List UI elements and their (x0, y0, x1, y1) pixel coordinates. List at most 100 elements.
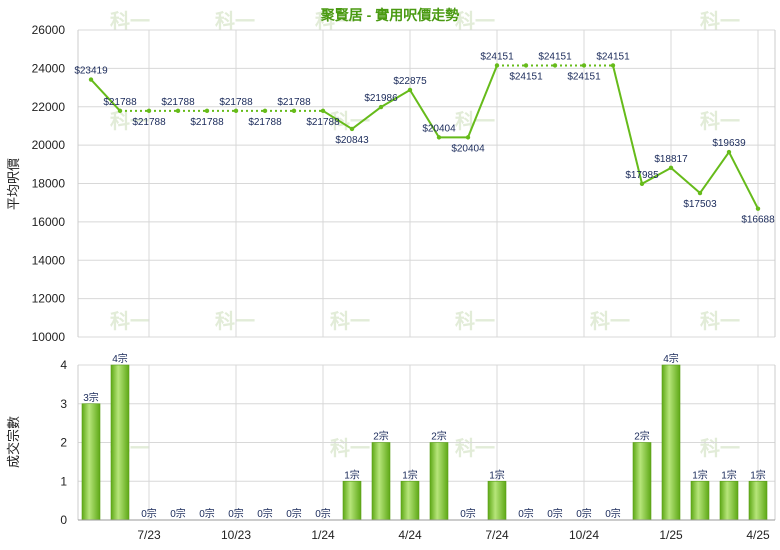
bar-y-axis-title: 成交宗數 (6, 416, 21, 468)
count-data-label: 3宗 (83, 391, 99, 404)
count-data-label: 0宗 (460, 507, 476, 520)
series-data-label: $22875 (393, 76, 427, 87)
series-line-segment (699, 151, 730, 194)
series-data-label: $21788 (190, 117, 224, 128)
count-data-label: 2宗 (634, 430, 650, 443)
line-y-axis-title: 平均呎價 (6, 158, 21, 210)
series-point (726, 149, 732, 155)
count-bar (400, 480, 420, 521)
count-data-label: 0宗 (576, 507, 592, 520)
series-data-label: $21788 (248, 117, 282, 128)
line-y-tick-label: 24000 (32, 61, 66, 75)
count-data-label: 4宗 (663, 352, 679, 365)
count-bar (342, 480, 362, 521)
line-y-tick-label: 20000 (32, 138, 66, 152)
series-point (117, 108, 123, 114)
line-y-tick-label: 26000 (32, 23, 66, 37)
series-point (697, 190, 703, 196)
watermark-text: 科一 (215, 309, 255, 333)
watermark-text: 科一 (700, 9, 740, 33)
count-data-label: 0宗 (315, 507, 331, 520)
watermark-text: 科一 (110, 9, 150, 33)
line-y-tick-label: 16000 (32, 215, 66, 229)
series-point (88, 77, 94, 82)
watermark-text: 科一 (700, 436, 740, 460)
bar-y-tick-label: 4 (60, 358, 67, 372)
count-data-label: 2宗 (431, 430, 447, 443)
series-point (320, 108, 326, 114)
x-tick-label: 4/24 (398, 528, 422, 542)
series-data-label: $24151 (538, 51, 572, 62)
watermark-layer: 科一科一科一科一科一科一科一科一科一科一科一科一科一科一科一科一科一科一科一 (110, 9, 740, 460)
count-bar (487, 480, 507, 521)
watermark-text: 科一 (700, 309, 740, 333)
watermark-text: 科一 (700, 109, 740, 133)
series-data-label: $23419 (74, 66, 108, 77)
watermark-text: 科一 (330, 309, 370, 333)
series-point (204, 108, 210, 114)
bar-y-tick-label: 0 (60, 513, 67, 527)
count-data-label: 0宗 (605, 507, 621, 520)
bar-panel: 0 1 2 3 4 7/23 10/23 1/24 4/24 7/24 10/24 1/25 4/25 3… (60, 352, 776, 542)
series-line-segment (641, 166, 672, 185)
count-bar (371, 442, 391, 521)
series-data-label: $24151 (567, 71, 601, 82)
line-y-tick-label: 12000 (32, 292, 66, 306)
bar-y-tick-label: 3 (60, 397, 67, 411)
count-bar (690, 480, 710, 521)
count-bar (429, 442, 449, 521)
watermark-text: 科一 (215, 9, 255, 33)
series-line-segment (467, 65, 498, 138)
series-data-label: $20404 (451, 143, 485, 154)
series-point (581, 63, 587, 68)
series-line-segment (670, 167, 701, 194)
series-point (494, 63, 500, 68)
watermark-text: 科一 (110, 109, 150, 133)
series-data-label: $21788 (161, 97, 195, 108)
x-tick-label: 10/24 (569, 528, 599, 542)
count-bar (632, 442, 652, 521)
count-data-label: 0宗 (141, 507, 157, 520)
x-tick-label: 10/23 (221, 528, 251, 542)
series-point (668, 165, 674, 171)
chart-title: 聚賢居 - 實用呎價走勢 (320, 7, 459, 23)
series-point (552, 63, 558, 68)
count-data-label: 0宗 (257, 507, 273, 520)
line-y-tick-label: 22000 (32, 100, 66, 114)
bar-y-tick-label: 2 (60, 436, 67, 450)
count-bar (748, 480, 768, 521)
count-bar (81, 403, 101, 521)
count-data-label: 1宗 (344, 468, 360, 481)
series-line-segment (380, 89, 411, 108)
series-line-segment (612, 65, 643, 185)
series-data-label: $21788 (132, 117, 166, 128)
line-y-tick-label: 10000 (32, 330, 66, 344)
series-point (291, 108, 297, 114)
series-point (349, 126, 355, 132)
series-data-label: $21788 (306, 117, 340, 128)
series-point (233, 108, 239, 114)
series-point (407, 87, 413, 93)
count-bar (719, 480, 739, 521)
series-line-segment (351, 106, 382, 130)
series-data-label: $18817 (654, 154, 688, 165)
series-data-label: $21788 (219, 97, 253, 108)
series-point (755, 206, 761, 211)
series-line-segment (728, 151, 759, 210)
count-data-label: 1宗 (721, 468, 737, 481)
series-data-label: $17503 (683, 199, 717, 210)
watermark-text: 科一 (315, 9, 355, 33)
count-data-label: 1宗 (692, 468, 708, 481)
count-data-label: 0宗 (518, 507, 534, 520)
series-data-label: $21788 (277, 97, 311, 108)
watermark-text: 科一 (330, 436, 370, 460)
series-data-label: $19639 (712, 138, 746, 149)
count-data-label: 0宗 (547, 507, 563, 520)
series-data-label: $21986 (364, 93, 398, 104)
series-line-segment (90, 78, 121, 112)
count-data-label: 0宗 (228, 507, 244, 520)
x-tick-label: 1/24 (311, 528, 335, 542)
count-data-label: 2宗 (373, 430, 389, 443)
count-data-label: 1宗 (402, 468, 418, 481)
series-point (436, 135, 442, 140)
